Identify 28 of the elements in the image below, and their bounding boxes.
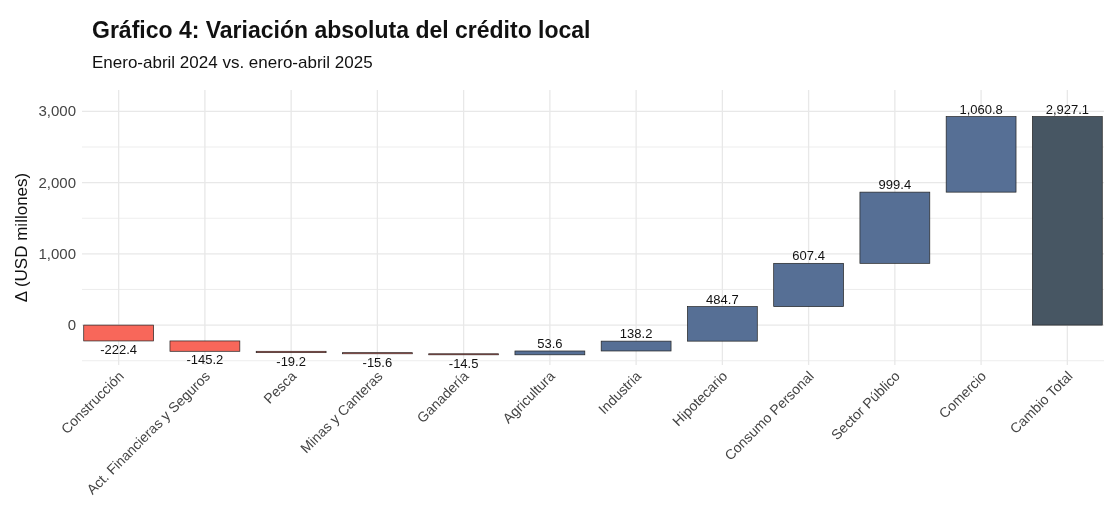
chart-title: Gráfico 4: Variación absoluta del crédito local [92,17,591,43]
data-label: -145.2 [186,352,224,368]
y-tick-label: 2,000 [38,173,76,191]
data-label: -19.2 [276,353,306,369]
y-tick-label: 3,000 [38,102,76,120]
data-label: -222.4 [100,341,138,357]
y-tick-label: 1,000 [38,244,76,262]
data-label: 138.2 [619,326,653,342]
bar [773,262,844,307]
data-label: -14.5 [448,355,479,371]
data-label: 1,060.8 [959,101,1003,117]
data-label: 2,927.1 [1045,101,1090,117]
data-label: 484.7 [706,291,739,307]
data-label: 607.4 [792,248,825,264]
bar [945,116,1017,193]
bar [600,340,672,352]
bar [687,306,758,342]
bar [1032,116,1103,326]
bar [83,324,154,342]
y-tick-label: 0 [67,316,76,334]
data-label: 999.4 [878,177,912,193]
chart-subtitle: Enero-abril 2024 vs. enero-abril 2025 [92,53,373,72]
y-axis-title: Δ (USD millones) [12,172,31,303]
bar [514,350,586,356]
data-label: -15.6 [362,354,393,370]
data-label: 53.6 [537,335,563,351]
bar [169,340,241,352]
bar [859,191,931,264]
